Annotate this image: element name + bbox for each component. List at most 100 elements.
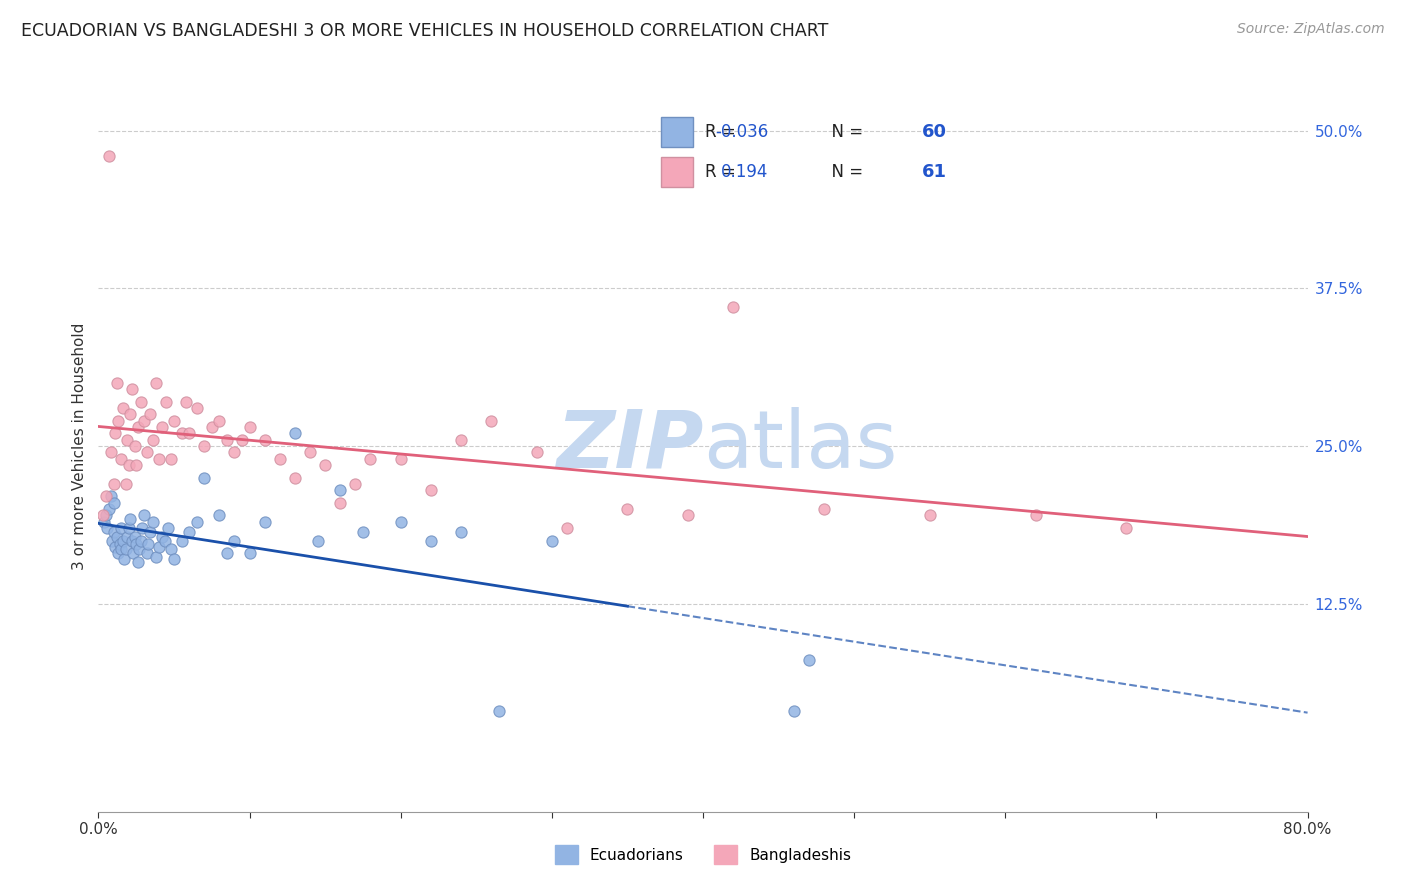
Point (420, 533, 443, 548)
Point (93, 515, 115, 529)
Point (107, 414, 129, 428)
Point (208, 414, 231, 428)
Point (160, 542, 183, 557)
Point (783, 704, 806, 718)
Point (110, 451, 132, 466)
Point (224, 445, 246, 459)
Point (555, 521, 578, 535)
Point (193, 470, 215, 484)
Point (215, 546, 238, 560)
Point (284, 426, 307, 441)
Point (193, 439, 215, 453)
Point (208, 508, 231, 523)
Point (121, 533, 143, 548)
Point (170, 426, 193, 441)
Point (526, 445, 548, 459)
Point (118, 458, 141, 472)
Point (131, 521, 153, 535)
Point (98, 149, 121, 163)
Point (170, 533, 193, 548)
Text: N =: N = (821, 123, 869, 141)
Point (125, 458, 148, 472)
Point (420, 483, 443, 497)
Point (114, 476, 136, 491)
Point (114, 542, 136, 557)
Text: R =: R = (706, 162, 741, 181)
Point (111, 533, 134, 548)
Point (125, 537, 148, 551)
Point (115, 433, 138, 447)
Point (179, 524, 201, 539)
Point (616, 502, 638, 516)
Legend: Ecuadorians, Bangladeshis: Ecuadorians, Bangladeshis (548, 839, 858, 870)
Text: ZIP: ZIP (555, 407, 703, 485)
Point (142, 515, 165, 529)
Point (360, 451, 382, 466)
Point (111, 401, 134, 416)
Point (108, 537, 131, 551)
Point (450, 433, 472, 447)
Point (1115, 521, 1137, 535)
Point (127, 555, 149, 569)
Text: -0.036: -0.036 (714, 123, 768, 141)
Text: ECUADORIAN VS BANGLADESHI 3 OR MORE VEHICLES IN HOUSEHOLD CORRELATION CHART: ECUADORIAN VS BANGLADESHI 3 OR MORE VEHI… (21, 22, 828, 40)
Point (98, 502, 121, 516)
Point (160, 451, 183, 466)
Point (91, 508, 114, 523)
Point (284, 470, 307, 484)
Text: N =: N = (821, 162, 869, 181)
Point (150, 420, 173, 434)
Point (329, 483, 352, 497)
Point (145, 549, 167, 564)
Point (344, 476, 367, 491)
Point (481, 414, 503, 428)
Point (179, 426, 201, 441)
Point (174, 395, 197, 409)
Point (100, 490, 122, 504)
Point (186, 401, 208, 416)
Point (96, 521, 118, 535)
Point (139, 524, 162, 539)
Point (101, 533, 124, 548)
Point (136, 537, 159, 551)
Point (676, 508, 699, 523)
Text: 61: 61 (922, 162, 948, 181)
Point (797, 653, 820, 667)
Point (104, 540, 127, 554)
Point (124, 439, 146, 453)
Point (121, 382, 143, 396)
Text: atlas: atlas (703, 407, 897, 485)
Point (450, 524, 472, 539)
Point (105, 376, 128, 390)
Point (150, 530, 173, 544)
Point (813, 502, 835, 516)
Point (100, 445, 122, 459)
Point (107, 546, 129, 560)
Point (103, 524, 125, 539)
Point (314, 458, 336, 472)
Point (139, 408, 162, 422)
Text: Source: ZipAtlas.com: Source: ZipAtlas.com (1237, 22, 1385, 37)
Point (105, 530, 128, 544)
Point (156, 521, 179, 535)
Point (94, 508, 117, 523)
Point (110, 521, 132, 535)
Point (127, 420, 149, 434)
Point (104, 426, 127, 441)
Point (120, 408, 142, 422)
FancyBboxPatch shape (661, 117, 693, 147)
Point (112, 552, 135, 566)
Point (723, 300, 745, 314)
Point (269, 451, 291, 466)
Point (329, 496, 352, 510)
Point (224, 533, 246, 548)
Point (122, 546, 145, 560)
Point (148, 451, 170, 466)
FancyBboxPatch shape (661, 157, 693, 187)
Point (163, 414, 186, 428)
Point (129, 533, 152, 548)
Point (110, 542, 132, 557)
Point (239, 546, 262, 560)
Point (153, 533, 176, 548)
Point (389, 451, 412, 466)
